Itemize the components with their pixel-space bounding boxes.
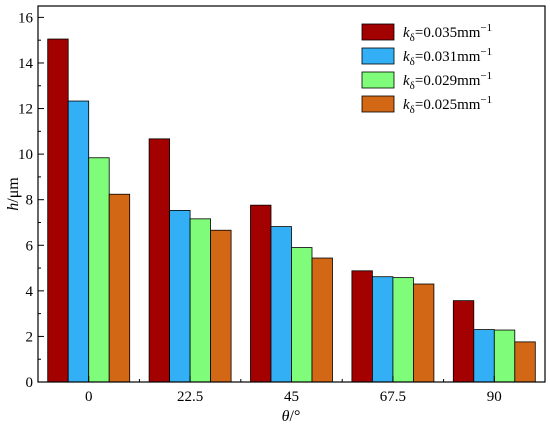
bar-series4-0 (108, 193, 131, 383)
legend-item: kδ=0.031mm−1 (361, 46, 492, 68)
bar-series2-45 (270, 226, 292, 383)
y-tick-label: 2 (26, 329, 34, 345)
bar-series2-22_5 (169, 210, 191, 383)
bar-series1-67_5 (351, 270, 373, 383)
bar-series4-22_5 (210, 229, 232, 383)
legend-superscript: −1 (480, 22, 492, 34)
x-axis-title: θ/° (282, 408, 301, 425)
legend-symbol: k (403, 73, 410, 89)
bar-series1-0 (47, 38, 69, 383)
legend-label: kδ=0.029mm−1 (403, 70, 492, 92)
x-tick-label: 22.5 (177, 389, 203, 405)
legend-superscript: −1 (480, 46, 492, 58)
legend-value: =0.029mm (415, 73, 481, 89)
legend-item: kδ=0.025mm−1 (361, 94, 492, 116)
y-tick-label: 14 (18, 56, 34, 72)
bar-series4-45 (311, 257, 333, 383)
legend-swatch (361, 71, 395, 89)
x-tick-label: 67.5 (380, 389, 406, 405)
legend-swatch (361, 47, 395, 65)
bar-series3-90 (493, 329, 516, 383)
bar-series3-67_5 (392, 277, 414, 383)
legend-swatch (361, 23, 395, 41)
plot-frame (37, 5, 546, 383)
x-tick-label: 90 (487, 389, 502, 405)
legend-subscript: δ (410, 56, 415, 68)
x-tick-label: 0 (85, 389, 93, 405)
legend-label: kδ=0.035mm−1 (403, 22, 492, 44)
legend: kδ=0.035mm−1kδ=0.031mm−1kδ=0.029mm−1kδ=0… (361, 22, 492, 116)
legend-label: kδ=0.025mm−1 (403, 94, 492, 116)
legend-symbol: k (403, 25, 410, 41)
legend-value: =0.031mm (415, 49, 481, 65)
legend-value: =0.025mm (415, 97, 481, 113)
legend-symbol: k (403, 97, 410, 113)
legend-item: kδ=0.035mm−1 (361, 22, 492, 44)
legend-item: kδ=0.029mm−1 (361, 70, 492, 92)
y-tick-label: 8 (26, 193, 34, 209)
x-tick-label: 45 (284, 389, 299, 405)
bar-series3-22_5 (189, 218, 212, 383)
bar-series3-45 (291, 247, 313, 383)
y-tick-label: 4 (26, 284, 34, 300)
y-tick-label: 0 (26, 375, 34, 391)
bar-series2-67_5 (371, 276, 394, 383)
y-axis-symbol: h (5, 203, 22, 211)
legend-symbol: k (403, 49, 410, 65)
y-tick-label: 16 (18, 10, 34, 26)
x-axis-unit: /° (290, 408, 301, 425)
bar-series1-90 (452, 300, 475, 383)
y-tick-label: 10 (18, 147, 33, 163)
x-axis: 0 22.5 45 67.5 90 (37, 376, 546, 405)
legend-superscript: −1 (480, 70, 492, 82)
y-axis-unit: /μm (5, 177, 22, 203)
x-axis-symbol: θ (282, 408, 290, 425)
legend-label: kδ=0.031mm−1 (403, 46, 492, 68)
bars-group (47, 38, 536, 383)
y-tick-label: 12 (18, 102, 33, 118)
legend-subscript: δ (410, 104, 415, 116)
legend-subscript: δ (410, 80, 415, 92)
bar-series2-0 (67, 100, 90, 383)
y-axis: 0 2 4 6 8 10 12 14 16 (18, 10, 44, 391)
legend-swatch (361, 95, 395, 113)
bar-series2-90 (473, 329, 495, 383)
bar-series1-45 (250, 204, 272, 383)
y-axis-title: h/μm (5, 177, 22, 211)
bar-series3-0 (88, 157, 110, 383)
y-tick-label: 6 (26, 238, 34, 254)
bar-series1-22_5 (148, 138, 171, 383)
bar-series4-67_5 (412, 283, 435, 383)
bar-series4-90 (514, 341, 536, 383)
legend-superscript: −1 (480, 94, 492, 106)
legend-value: =0.035mm (415, 25, 481, 41)
legend-subscript: δ (410, 32, 415, 44)
